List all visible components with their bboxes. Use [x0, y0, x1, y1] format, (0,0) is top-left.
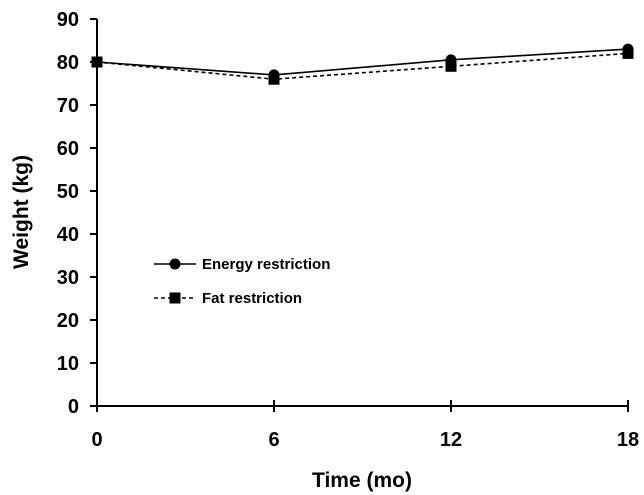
x-tick-label: 12: [440, 429, 462, 451]
x-tick-label: 18: [617, 429, 639, 451]
y-tick-label: 50: [57, 181, 79, 203]
series-line: [96, 52, 629, 81]
x-tick-label: 6: [268, 429, 279, 451]
x-tick-label: 0: [91, 429, 102, 451]
axes: [96, 19, 628, 407]
legend-label: Fat restriction: [202, 290, 302, 307]
y-tick-label: 70: [57, 95, 79, 117]
data-point: [622, 47, 634, 59]
y-axis-title: Weight (kg): [10, 155, 33, 269]
y-tick-label: 10: [57, 353, 79, 375]
y-tick-label: 20: [57, 310, 79, 332]
data-point: [445, 60, 457, 72]
x-ticks: 0 6 12 18: [91, 400, 639, 451]
legend-marker: [169, 292, 181, 304]
y-tick-label: 0: [68, 396, 79, 418]
data-point: [268, 73, 280, 85]
series-1: [91, 43, 634, 81]
y-tick-label: 90: [57, 9, 79, 31]
series-2: [91, 47, 634, 85]
y-tick-label: 30: [57, 267, 79, 289]
legend-entry: Fat restriction: [154, 290, 302, 307]
legend-marker: [169, 258, 181, 270]
data-point: [91, 56, 103, 68]
series-layer: [91, 43, 634, 85]
series-line: [96, 48, 629, 76]
legend-entry: Energy restriction: [154, 256, 330, 273]
legend-label: Energy restriction: [202, 256, 330, 273]
y-tick-label: 60: [57, 138, 79, 160]
legend: Energy restriction Fat restriction: [154, 256, 330, 307]
y-tick-label: 40: [57, 224, 79, 246]
y-ticks: 0 10 20 30 40 50 60 70 80 90: [57, 9, 97, 418]
x-axis-title: Time (mo): [312, 469, 412, 492]
y-tick-label: 80: [57, 52, 79, 74]
